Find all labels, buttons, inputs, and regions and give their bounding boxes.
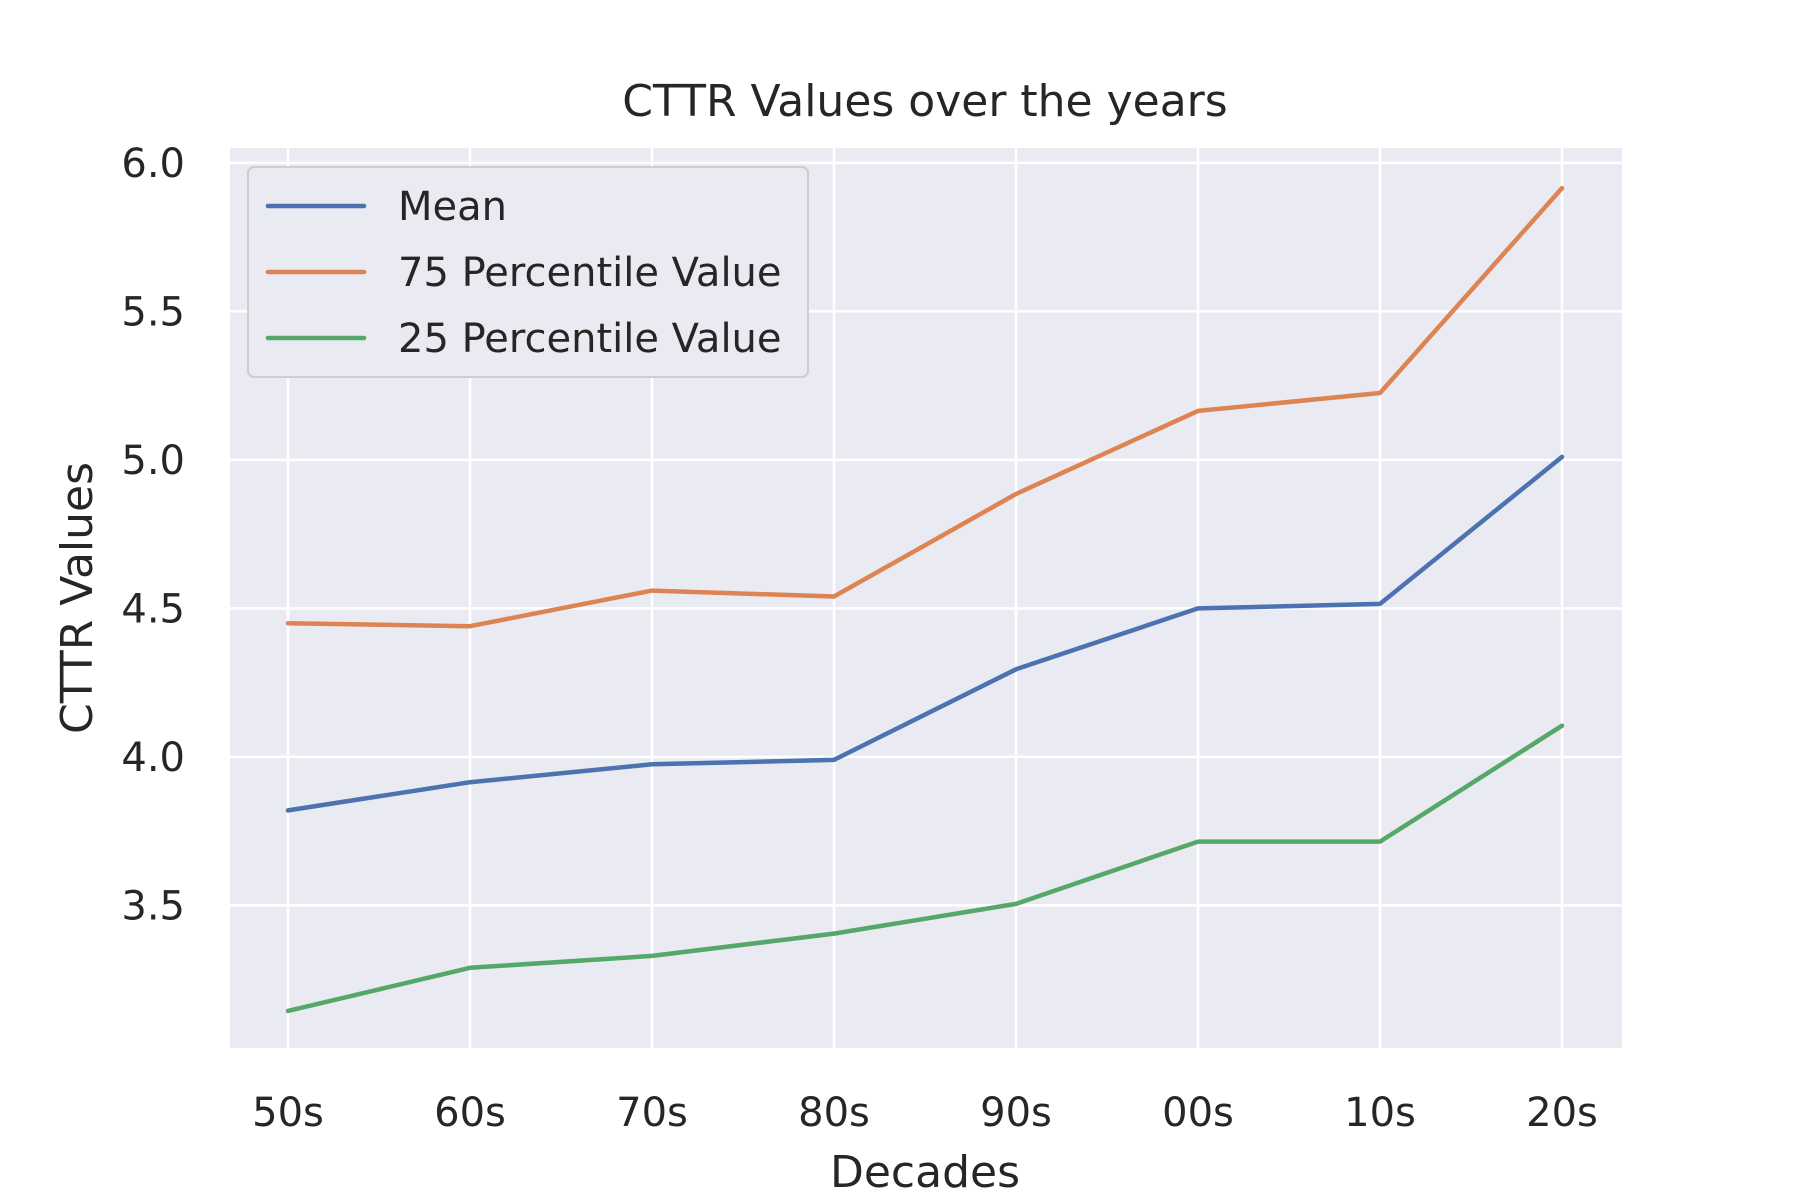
y-tick-label: 5.5 [121,289,185,335]
legend-label: 75 Percentile Value [398,250,782,296]
y-tick-label: 4.0 [121,735,185,781]
x-tick-label: 50s [252,1090,324,1136]
series-line-3 [285,723,1565,1014]
legend-box [247,166,809,378]
x-tick-label: 10s [1344,1090,1416,1136]
y-tick-label: 4.5 [121,586,185,632]
x-axis-title: Decades [830,1147,1020,1198]
series-line-2 [285,185,1565,629]
series-layer [285,185,1565,1014]
legend-items: Mean 75 Percentile Value 25 Percentile Val… [265,184,782,362]
x-tick-label: 70s [616,1090,688,1136]
x-tick-label: 90s [980,1090,1052,1136]
legend-label: 25 Percentile Value [398,316,782,362]
chart-title: CTTR Values over the years [622,76,1227,127]
series-line-1 [285,454,1565,813]
x-axis-ticks: 50s 60s 70s 80s 90s 00s 10s 20s [252,1090,1598,1136]
legend: Mean 75 Percentile Value 25 Percentile Val… [247,166,809,378]
x-tick-label: 60s [434,1090,506,1136]
y-axis-title: CTTR Values [52,462,103,734]
legend-label: Mean [398,184,507,230]
y-tick-label: 5.0 [121,438,185,484]
x-tick-label: 20s [1526,1090,1598,1136]
y-tick-label: 3.5 [121,883,185,929]
x-tick-label: 80s [798,1090,870,1136]
y-axis-ticks: 3.5 4.0 4.5 5.0 5.5 6.0 [121,141,185,930]
x-tick-label: 00s [1162,1090,1234,1136]
y-tick-label: 6.0 [121,141,185,187]
